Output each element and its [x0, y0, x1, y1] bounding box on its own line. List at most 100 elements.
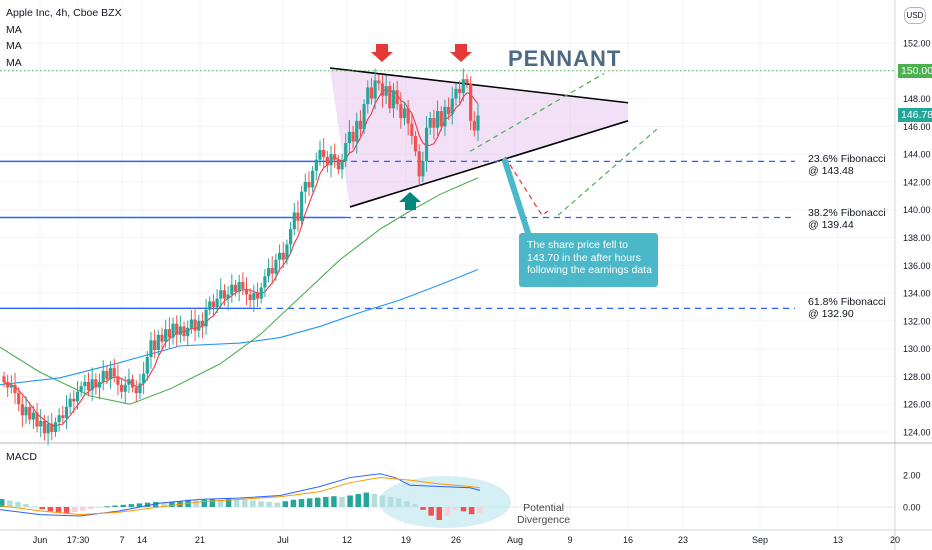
macd-hist-bar-51	[412, 504, 418, 507]
candle-body-5	[20, 404, 24, 416]
macd-hist-bar-24	[193, 500, 199, 507]
macd-hist-bar-47	[379, 495, 386, 507]
candle-body-54	[200, 320, 205, 327]
candle-body-46	[171, 323, 175, 338]
candle-body-127	[469, 83, 473, 121]
macd-hist-bar-38	[306, 498, 313, 507]
macd-hist-bar-14	[112, 505, 118, 507]
macd-hist-bar-41	[331, 496, 337, 507]
candle-body-90	[333, 154, 337, 160]
pennant-lower-trendline	[349, 120, 629, 208]
candle-body-102	[377, 80, 381, 84]
candle-body-7	[28, 406, 32, 420]
x-tick-label-6: 12	[342, 535, 352, 545]
x-tick-label-3: 14	[137, 535, 147, 545]
candle-body-31	[116, 376, 120, 385]
candle-body-42	[156, 334, 160, 351]
macd-hist-bar-18	[144, 502, 151, 507]
y-tick-label-0: 124.00	[903, 428, 931, 438]
candle-body-108	[399, 104, 403, 119]
candle-body-86	[318, 149, 322, 160]
candle-body-69	[255, 293, 260, 299]
candle-body-111	[410, 123, 414, 137]
candle-body-57	[211, 301, 216, 307]
fib-236-note: 23.6% Fibonacci @ 143.48	[808, 153, 886, 177]
candle-body-53	[197, 320, 201, 331]
candle-body-36	[134, 387, 138, 394]
ma-legend-1[interactable]: MA	[6, 23, 22, 36]
macd-hist-bar-43	[347, 495, 353, 507]
candle-body-37	[138, 383, 142, 394]
macd-hist-bar-59	[477, 507, 483, 513]
candle-body-43	[160, 334, 164, 342]
callout-pointer	[502, 158, 531, 236]
candle-body-92	[340, 161, 344, 170]
candle-body-60	[222, 290, 227, 299]
candle-body-124	[458, 88, 462, 94]
macd-tick-label-0: 2.00	[903, 471, 921, 481]
x-tick-label-15: 20	[890, 535, 900, 545]
macd-hist-bar-2	[15, 501, 21, 507]
macd-hist-bar-34	[274, 502, 280, 507]
candle-body-109	[402, 108, 407, 119]
symbol-title[interactable]: Apple Inc, 4h, Cboe BZX	[6, 7, 122, 19]
y-tick-label-14: 152.00	[903, 39, 931, 49]
macd-hist-bar-52	[420, 507, 426, 510]
y-tick-label-1: 126.00	[903, 400, 931, 410]
candle-body-6	[24, 406, 28, 416]
candle-body-104	[384, 86, 388, 96]
macd-label[interactable]: MACD	[6, 451, 37, 463]
x-tick-label-0: Jun	[33, 535, 48, 545]
candle-body-94	[347, 131, 351, 144]
candle-body-93	[344, 143, 348, 162]
macd-hist-bar-36	[290, 499, 297, 507]
macd-hist-bar-37	[298, 499, 305, 507]
fibonacci-levels	[0, 70, 895, 310]
macd-hist-bar-17	[136, 503, 143, 507]
ma-legend-2[interactable]: MA	[6, 40, 22, 52]
ma-mid-line	[0, 177, 479, 405]
x-tick-label-1: 17:30	[67, 535, 90, 545]
top-arrow-right	[450, 44, 472, 62]
candle-body-15	[57, 415, 61, 423]
candle-body-76	[281, 252, 285, 260]
candle-body-117	[432, 118, 436, 128]
y-tick-label-6: 136.00	[903, 261, 931, 271]
candle-body-71	[263, 276, 267, 288]
candle-body-119	[439, 111, 443, 127]
candle-body-66	[244, 288, 249, 295]
macd-hist-bar-11	[88, 507, 94, 510]
candle-body-123	[454, 88, 458, 99]
candle-body-27	[101, 370, 105, 382]
x-tick-label-11: 16	[623, 535, 633, 545]
macd-hist-bar-42	[339, 496, 345, 507]
candle-body-59	[219, 290, 223, 299]
candle-body-52	[193, 319, 197, 331]
macd-hist-bar-54	[436, 507, 442, 520]
macd-hist-bar-10	[80, 507, 86, 511]
candle-body-41	[153, 340, 157, 351]
candle-body-84	[311, 170, 315, 188]
current-price-label: 146.78	[898, 108, 932, 122]
candle-body-33	[123, 384, 127, 392]
x-tick-label-14: 13	[833, 535, 843, 545]
macd-hist-bar-21	[169, 501, 175, 507]
candle-body-85	[314, 159, 318, 171]
candle-body-13	[50, 423, 54, 432]
ma-legend-3[interactable]: MA	[6, 56, 22, 69]
candle-body-100	[369, 87, 374, 99]
candle-body-62	[230, 284, 234, 295]
macd-hist-bar-27	[217, 499, 224, 507]
candle-body-106	[391, 90, 396, 109]
candle-body-1	[6, 381, 10, 388]
x-tick-label-10: 9	[567, 535, 572, 545]
candle-body-40	[149, 340, 153, 357]
currency-badge[interactable]: USD	[904, 7, 926, 24]
pennant-upper-trendline	[329, 67, 629, 104]
x-tick-label-13: Sep	[752, 535, 768, 545]
macd-hist-bar-30	[242, 499, 248, 507]
macd-panel	[0, 473, 895, 528]
candle-body-116	[428, 118, 432, 128]
